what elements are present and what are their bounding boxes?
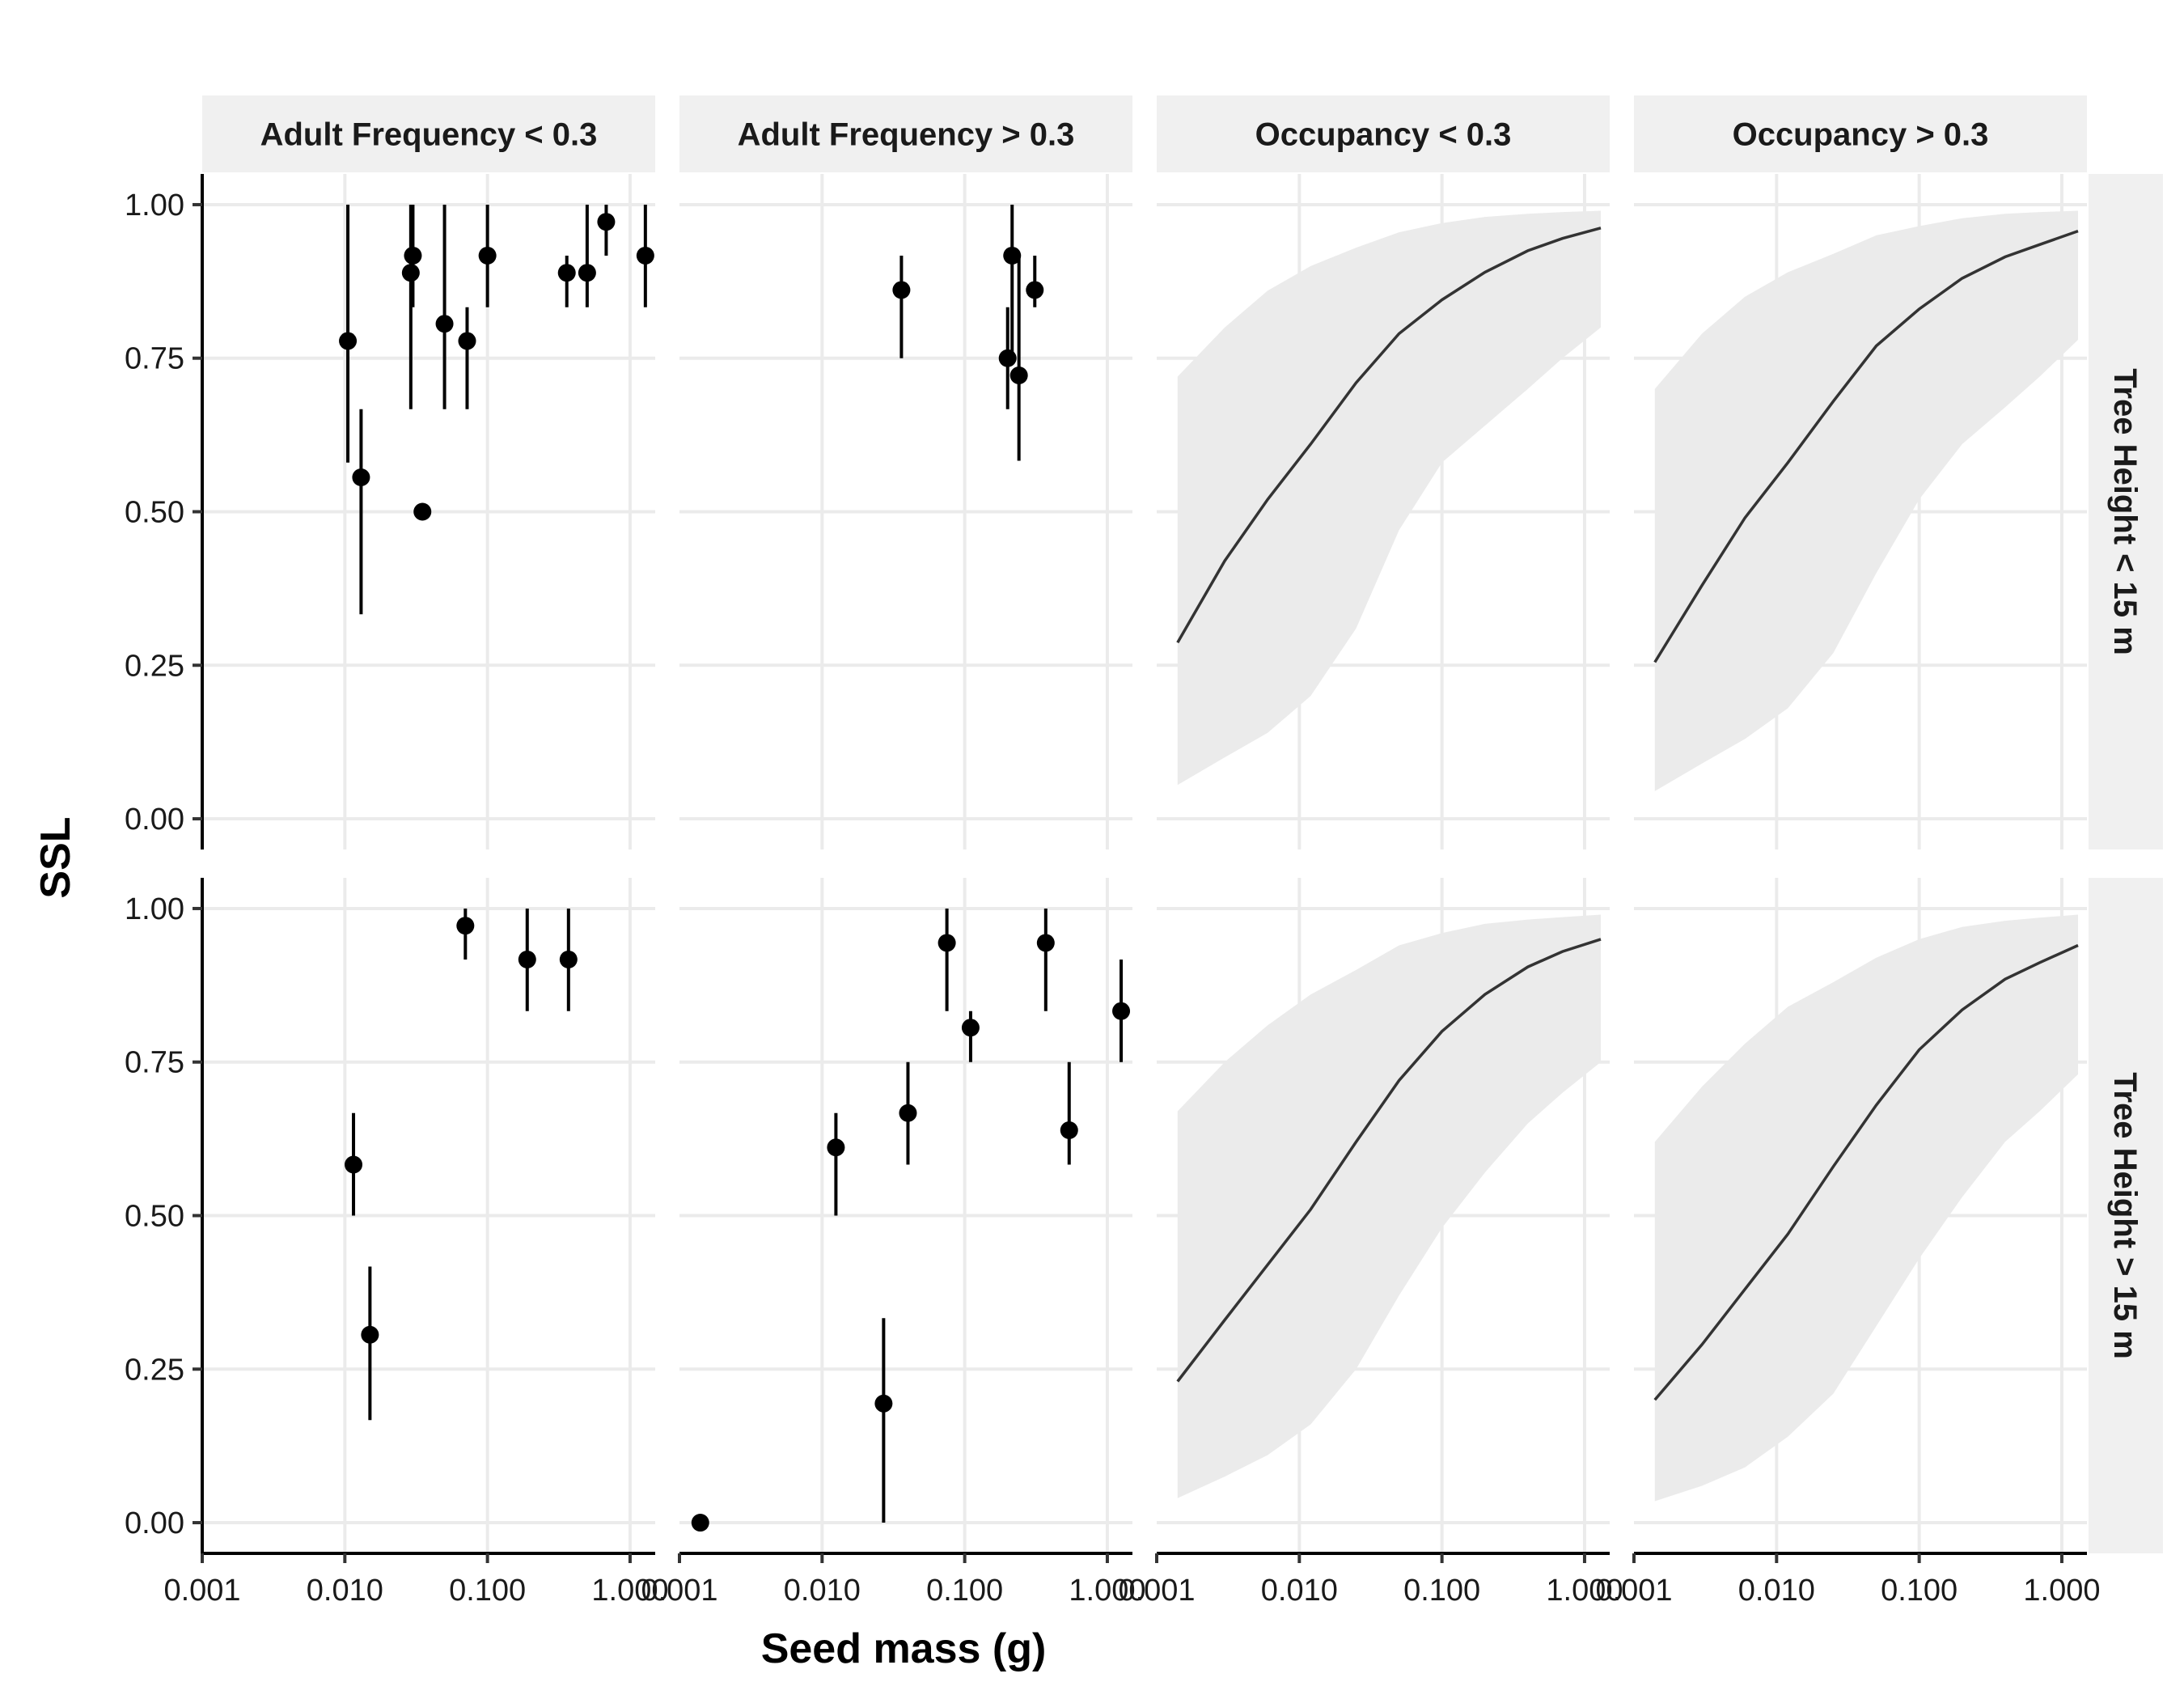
data-point: [559, 950, 578, 968]
panel-r1-c2: [679, 174, 1132, 850]
panel-content-r2-c1: [345, 908, 578, 1421]
data-point: [1009, 366, 1028, 384]
panel-r2-c1: [202, 878, 655, 1553]
data-point: [557, 264, 576, 282]
x-tick-label: 0.100: [449, 1574, 526, 1608]
confidence-ribbon: [1177, 210, 1601, 786]
data-point: [435, 315, 454, 333]
col-strip-4: [1634, 95, 2087, 172]
data-point: [961, 1019, 980, 1037]
fit-line: [1176, 938, 1602, 1383]
panel-r2-c2: [679, 878, 1132, 1553]
data-point: [691, 1514, 709, 1532]
x-tick-label: 0.010: [1738, 1574, 1815, 1608]
row-strip-label-1: Tree Height < 15 m: [2107, 368, 2143, 655]
confidence-ribbon: [1654, 210, 2078, 791]
data-point: [361, 1325, 379, 1344]
col-strip-label-4: Occupancy > 0.3: [1733, 117, 1989, 153]
confidence-ribbon: [1177, 914, 1601, 1498]
col-strip-label-2: Adult Frequency > 0.3: [738, 117, 1075, 153]
x-axis-title: Seed mass (g): [761, 1625, 1047, 1672]
data-point: [456, 917, 475, 935]
data-point: [998, 349, 1017, 367]
y-tick-label: 0.50: [125, 1200, 184, 1234]
y-axis-title: SSL: [32, 816, 79, 898]
panel-content-r1-c2: [892, 204, 1044, 461]
panel-content-r2-c3: [1176, 914, 1602, 1498]
data-point: [1036, 934, 1055, 952]
row-strip-2: [2089, 878, 2163, 1553]
row-strip-label-2: Tree Height > 15 m: [2107, 1072, 2143, 1359]
panel-content-r1-c3: [1176, 210, 1602, 786]
y-tick-label: 0.00: [125, 803, 184, 837]
col-strip-1: [202, 95, 655, 172]
x-tick-label: 0.010: [1261, 1574, 1338, 1608]
data-point: [874, 1394, 893, 1413]
data-point: [1003, 246, 1022, 265]
data-point: [1026, 281, 1044, 299]
x-tick-label: 1.000: [1069, 1574, 1145, 1608]
x-tick-label: 0.001: [163, 1574, 240, 1608]
data-point: [1060, 1121, 1078, 1139]
data-point: [578, 264, 596, 282]
x-tick-label: 1.000: [2023, 1574, 2100, 1608]
x-tick-label: 0.001: [641, 1574, 717, 1608]
x-tick-label: 0.100: [926, 1574, 1003, 1608]
data-point: [478, 246, 497, 265]
axes-layer: 0.00 0.25 0.50 0.75 1.00 0.00 0.25 0.50 0.75 1.00…: [125, 174, 2100, 1608]
y-tick-label: 0.50: [125, 496, 184, 530]
row-strip-1: [2089, 174, 2163, 850]
y-tick-label: 0.25: [125, 1353, 184, 1387]
data-point: [352, 468, 370, 486]
panel-content-r1-c4: [1653, 210, 2079, 791]
data-point: [938, 934, 956, 952]
panel-content-r1-c1: [339, 204, 654, 615]
data-point: [404, 246, 422, 265]
x-tick-label: 0.010: [307, 1574, 383, 1608]
data-point: [518, 950, 536, 968]
y-tick-label: 0.75: [125, 1046, 184, 1080]
confidence-ribbon: [1654, 914, 2078, 1502]
y-tick-label: 1.00: [125, 892, 184, 926]
x-tick-label: 0.010: [784, 1574, 861, 1608]
data-point: [401, 264, 420, 282]
fit-line: [1653, 229, 2079, 663]
data-point: [339, 332, 358, 350]
fit-line: [1176, 227, 1602, 644]
x-tick-label: 1.000: [1546, 1574, 1623, 1608]
col-strip-label-1: Adult Frequency < 0.3: [260, 117, 598, 153]
data-point: [899, 1104, 917, 1122]
col-strip-label-3: Occupancy < 0.3: [1255, 117, 1512, 153]
x-tick-label: 0.100: [1881, 1574, 1958, 1608]
y-tick-label: 1.00: [125, 189, 184, 222]
fit-line: [1653, 943, 2079, 1401]
x-tick-label: 1.000: [591, 1574, 668, 1608]
strips-layer: Adult Frequency < 0.3 Adult Frequency > 0…: [202, 95, 2163, 1553]
panel-content-r2-c2: [691, 908, 1131, 1532]
data-point: [345, 1155, 363, 1174]
data-point: [636, 246, 654, 265]
x-tick-label: 0.001: [1595, 1574, 1672, 1608]
data-point: [458, 332, 476, 350]
data-point: [827, 1138, 845, 1157]
data-point: [413, 502, 432, 521]
y-tick-label: 0.75: [125, 342, 184, 376]
data-point: [892, 281, 911, 299]
panels-layer: [202, 174, 2087, 1553]
x-tick-label: 0.001: [1118, 1574, 1195, 1608]
x-tick-label: 0.100: [1403, 1574, 1480, 1608]
y-tick-label: 0.00: [125, 1506, 184, 1540]
col-strip-3: [1157, 95, 1610, 172]
y-tick-label: 0.25: [125, 649, 184, 683]
data-point: [597, 213, 616, 231]
data-point: [1112, 1002, 1131, 1020]
panel-content-r2-c4: [1653, 914, 2079, 1502]
col-strip-2: [679, 95, 1132, 172]
